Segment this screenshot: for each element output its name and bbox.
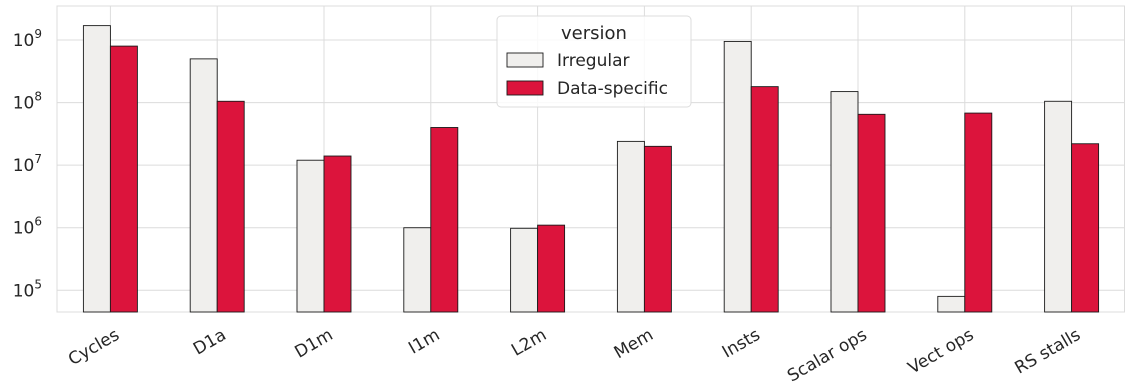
bar-irregular-insts <box>723 40 752 313</box>
bar-data-specific-scalar-ops <box>857 113 886 313</box>
bar-irregular-mem <box>616 140 645 313</box>
bar-irregular-d1m <box>296 159 325 313</box>
legend-title: version <box>561 23 627 44</box>
x-axis: Cycles D1a D1m I1m L2m Mem Insts Scalar ops Vect… <box>65 325 1084 385</box>
legend-box <box>496 15 692 108</box>
bar-data-specific-cycles <box>109 45 138 313</box>
bar-data-specific-d1m <box>323 155 352 313</box>
bar-irregular-cycles <box>82 25 111 313</box>
bar-data-specific-d1a <box>216 100 245 313</box>
bar-data-specific-insts <box>750 86 779 313</box>
x-tick-label: RS stalls <box>1012 325 1085 379</box>
x-tick-label: Scalar ops <box>784 325 870 385</box>
x-tick-label: Vect ops <box>905 325 978 379</box>
bar-irregular-vect-ops <box>937 295 966 313</box>
y-tick-label: 106 <box>13 215 42 239</box>
bar-data-specific-i1m <box>430 127 459 313</box>
bar-irregular-i1m <box>403 227 432 313</box>
bar-irregular-rs-stalls <box>1044 100 1073 313</box>
x-tick-label: Mem <box>611 325 657 363</box>
x-tick-label: I1m <box>405 325 443 359</box>
y-tick-label: 109 <box>13 27 42 51</box>
bar-irregular-scalar-ops <box>830 91 859 313</box>
legend-swatch <box>506 80 544 96</box>
bars <box>82 25 1100 313</box>
y-tick-label: 108 <box>13 90 42 114</box>
y-tick-label: 105 <box>13 277 42 301</box>
bar-irregular-l2m <box>510 227 539 313</box>
x-tick-label: D1a <box>190 325 230 359</box>
x-tick-label: D1m <box>291 325 336 363</box>
legend-label: Irregular <box>557 51 629 71</box>
legend-swatch <box>506 52 544 68</box>
x-tick-label: L2m <box>508 325 550 361</box>
bar-data-specific-vect-ops <box>964 112 993 313</box>
bar-data-specific-l2m <box>537 224 566 313</box>
bar-data-specific-mem <box>643 145 672 313</box>
legend: version Irregular Data-specific <box>496 15 692 108</box>
x-tick-label: Insts <box>719 325 764 362</box>
x-tick-label: Cycles <box>65 325 123 370</box>
legend-label: Data-specific <box>557 79 668 99</box>
y-tick-label: 107 <box>13 152 42 176</box>
bar-irregular-d1a <box>189 58 218 313</box>
bar-data-specific-rs-stalls <box>1071 143 1100 313</box>
y-axis: 105 106 107 108 109 <box>13 27 42 301</box>
